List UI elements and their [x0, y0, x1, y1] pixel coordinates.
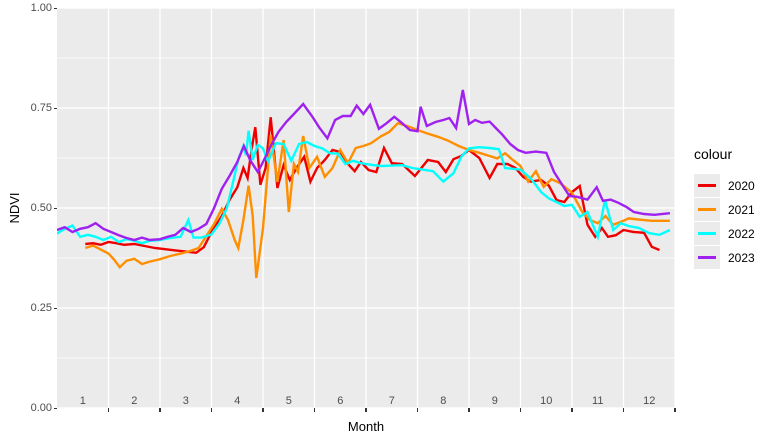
- y-tick-mark: [53, 307, 57, 309]
- y-tick-label: 0.25: [30, 302, 52, 314]
- legend-title: colour: [694, 146, 733, 162]
- y-tick-mark: [53, 407, 57, 409]
- legend-key-swatch: [694, 174, 720, 197]
- x-tick-mark: [210, 408, 213, 412]
- plot-canvas: [57, 8, 675, 408]
- legend-item-2021: 2021: [694, 198, 755, 221]
- legend-key-swatch: [694, 246, 720, 269]
- legend-key-swatch: [694, 198, 720, 221]
- legend-key-line-icon: [698, 256, 716, 259]
- x-tick-mark: [313, 408, 316, 412]
- x-tick-label: 4: [234, 395, 241, 407]
- legend-key-line-icon: [698, 184, 716, 187]
- legend-label: 2021: [728, 202, 755, 217]
- x-tick-mark: [159, 408, 161, 412]
- x-tick-mark: [107, 408, 110, 412]
- x-tick-label: 2: [131, 395, 138, 407]
- series-line-2021: [84, 121, 670, 279]
- x-tick-mark: [262, 408, 264, 412]
- x-tick-label: 8: [440, 395, 447, 407]
- x-tick-mark: [571, 408, 573, 412]
- y-tick-label: 0.75: [30, 102, 52, 114]
- y-tick-mark: [53, 7, 57, 9]
- legend-key-line-icon: [698, 208, 716, 211]
- x-tick-label: 12: [643, 395, 656, 407]
- x-tick-label: 6: [337, 395, 344, 407]
- legend-item-2023: 2023: [694, 246, 755, 269]
- legend-item-2022: 2022: [694, 222, 755, 245]
- x-tick-label: 1: [79, 395, 86, 407]
- plot-panel: [57, 8, 675, 408]
- legend-label: 2022: [728, 226, 755, 241]
- y-tick-mark: [53, 107, 57, 109]
- legend-items: 2020 2021 2022 2023: [694, 174, 755, 269]
- x-tick-mark: [674, 408, 676, 412]
- x-axis-title: Month: [347, 419, 385, 434]
- x-tick-label: 5: [285, 395, 292, 407]
- x-tick-mark: [365, 408, 367, 412]
- x-tick-mark: [416, 408, 419, 412]
- x-tick-label: 3: [182, 395, 189, 407]
- y-tick-mark: [53, 207, 57, 209]
- series-line-2023: [57, 89, 671, 242]
- series-line-2020: [85, 117, 660, 255]
- x-tick-mark: [519, 408, 522, 412]
- legend: colour 2020 2021 2022 2023: [694, 146, 755, 270]
- x-tick-label: 9: [491, 395, 498, 407]
- y-tick-label: 0.00: [30, 402, 52, 414]
- y-tick-label: 1.00: [30, 2, 52, 14]
- x-tick-label: 11: [592, 395, 604, 407]
- x-tick-label: 10: [540, 395, 553, 407]
- x-tick-label: 7: [388, 395, 395, 407]
- y-tick-label: 0.50: [30, 202, 52, 214]
- legend-label: 2020: [728, 178, 755, 193]
- legend-key-line-icon: [698, 232, 716, 235]
- x-tick-mark: [468, 408, 470, 412]
- legend-label: 2023: [728, 250, 755, 265]
- legend-item-2020: 2020: [694, 174, 755, 197]
- x-tick-mark: [622, 408, 625, 412]
- legend-key-swatch: [694, 222, 720, 245]
